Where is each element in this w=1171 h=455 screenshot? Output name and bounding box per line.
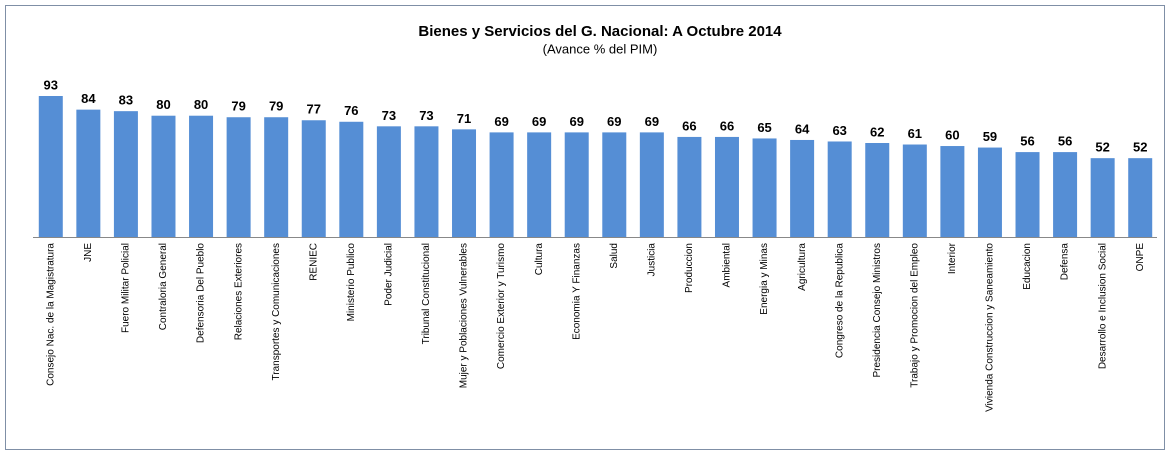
data-label: 66 xyxy=(720,118,734,133)
bar xyxy=(38,96,63,237)
chart-title: Bienes y Servicios del G. Nacional: A Oc… xyxy=(418,23,782,40)
data-label: 80 xyxy=(156,97,170,112)
bar xyxy=(714,136,739,237)
bar xyxy=(865,143,890,237)
data-label: 59 xyxy=(983,129,997,144)
data-label: 52 xyxy=(1133,140,1147,155)
bar xyxy=(1015,152,1040,237)
data-label: 79 xyxy=(269,99,283,114)
bar xyxy=(1053,152,1078,237)
chart-subtitle: (Avance % del PIM) xyxy=(543,41,658,56)
x-tick-label: Relaciones Exteriores xyxy=(233,243,244,340)
data-label: 52 xyxy=(1095,140,1109,155)
x-tick-label: Ministerio Publico xyxy=(346,243,357,322)
data-label: 69 xyxy=(569,114,583,129)
data-label: 56 xyxy=(1058,134,1072,149)
data-label: 76 xyxy=(344,103,358,118)
data-label: 60 xyxy=(945,127,959,142)
bar xyxy=(264,117,289,237)
data-label: 56 xyxy=(1020,134,1034,149)
data-label: 64 xyxy=(795,121,810,136)
bar xyxy=(639,132,664,237)
x-tick-label: Contraloria General xyxy=(158,243,169,330)
bar xyxy=(977,147,1002,237)
x-tick-label: Ambiental xyxy=(722,243,733,287)
x-tick-label: Economia Y Finanzas xyxy=(571,243,582,340)
bar xyxy=(940,146,965,237)
x-tick-label: Defensa xyxy=(1060,243,1071,281)
data-label: 73 xyxy=(382,108,396,123)
bar xyxy=(151,115,176,237)
x-tick-label: Consejo Nac. de la Magistratura xyxy=(45,243,56,386)
bar xyxy=(564,132,589,237)
x-tick-label: Agricultura xyxy=(797,243,808,291)
data-label: 83 xyxy=(119,93,133,108)
x-tick-label: Congreso de la Republica xyxy=(834,243,845,359)
x-tick-label: Energia y Minas xyxy=(759,243,770,315)
bar xyxy=(827,141,852,237)
data-label: 66 xyxy=(682,118,696,133)
x-tick-label: Cultura xyxy=(534,243,545,276)
data-label: 80 xyxy=(194,97,208,112)
bar xyxy=(452,129,477,237)
data-label: 84 xyxy=(81,91,96,106)
bar xyxy=(76,109,101,237)
x-tick-label: Poder Judicial xyxy=(384,243,395,306)
bar xyxy=(902,144,927,237)
x-tick-label: Mujer y Poblaciones Vulnerables xyxy=(459,243,470,388)
bar xyxy=(226,117,251,237)
x-tick-label: Interior xyxy=(947,242,958,274)
bar xyxy=(1128,158,1153,237)
x-tick-label: Comercio Exterior y Turismo xyxy=(496,243,507,370)
x-tick-label: RENIEC xyxy=(308,243,319,281)
bar xyxy=(414,126,439,237)
bar xyxy=(1090,158,1115,237)
bar xyxy=(113,111,138,237)
data-label: 63 xyxy=(832,123,846,138)
bar xyxy=(602,132,627,237)
x-tick-label: Fuero Militar Policial xyxy=(121,243,132,333)
x-tick-label: Salud xyxy=(609,243,620,269)
bar xyxy=(489,132,514,237)
x-tick-label: ONPE xyxy=(1135,243,1146,272)
data-label: 71 xyxy=(457,111,471,126)
bar xyxy=(677,136,702,237)
data-label: 77 xyxy=(307,102,321,117)
data-label: 69 xyxy=(532,114,546,129)
x-tick-label: Produccion xyxy=(684,243,695,293)
x-tick-label: Vivienda Construccion y Saneamiento xyxy=(985,243,996,412)
data-label: 65 xyxy=(757,120,771,135)
data-label: 69 xyxy=(645,114,659,129)
bar xyxy=(301,120,326,237)
data-label: 69 xyxy=(494,114,508,129)
data-label: 93 xyxy=(44,77,58,92)
data-label: 62 xyxy=(870,124,884,139)
data-label: 69 xyxy=(607,114,621,129)
bar xyxy=(189,115,214,237)
bar xyxy=(527,132,552,237)
data-label: 79 xyxy=(231,99,245,114)
x-tick-label: Educacion xyxy=(1022,243,1033,290)
bar xyxy=(790,139,815,237)
x-tick-label: Transportes y Comunicaciones xyxy=(271,243,282,380)
x-tick-label: Desarrollo e Inclusion Social xyxy=(1097,243,1108,369)
x-tick-label: Trabajo y Promocion del Empleo xyxy=(909,243,920,388)
data-label: 73 xyxy=(419,108,433,123)
x-tick-label: Tribunal Constitucional xyxy=(421,243,432,344)
bar xyxy=(376,126,401,237)
data-label: 61 xyxy=(908,126,922,141)
x-tick-label: JNE xyxy=(83,243,94,262)
x-tick-label: Presidencia Consejo Ministros xyxy=(872,243,883,378)
x-tick-label: Defensoria Del Pueblo xyxy=(196,243,207,343)
bar xyxy=(752,138,777,237)
x-tick-label: Justicia xyxy=(646,243,657,277)
bar xyxy=(339,121,364,237)
